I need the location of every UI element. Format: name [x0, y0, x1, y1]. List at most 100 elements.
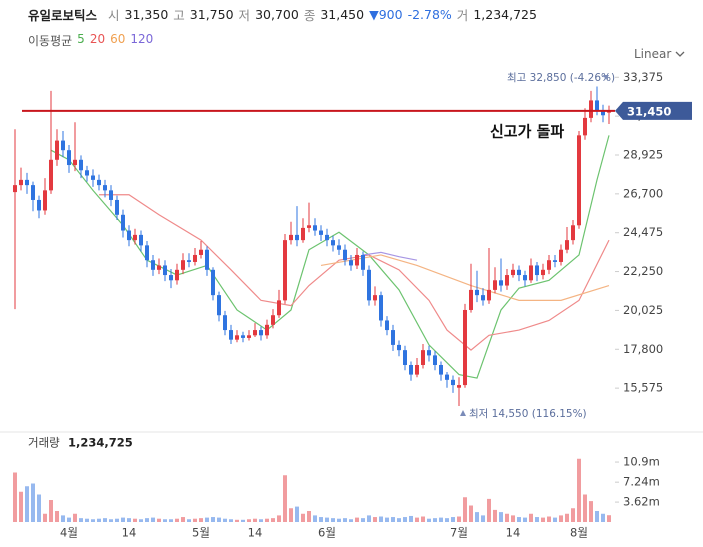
volume-bar: [445, 518, 449, 522]
annotation: 신고가 돌파: [490, 123, 564, 141]
candle-body: [307, 225, 311, 228]
candle-body: [373, 295, 377, 301]
x-tick-label: 4월: [60, 526, 78, 540]
volume-bar: [433, 518, 437, 522]
volume-bar: [37, 494, 41, 522]
low-label: 최저 14,550 (116.15%): [469, 408, 587, 420]
volume-bar: [319, 517, 323, 522]
candle-body: [253, 330, 257, 336]
volume-bar: [493, 509, 497, 522]
candle-body: [133, 234, 137, 241]
volume-bar: [487, 498, 491, 522]
volume-bar: [349, 519, 353, 522]
price-box-label: 31,450: [627, 104, 671, 118]
candle-body: [121, 214, 125, 231]
candle-body: [439, 364, 443, 375]
candle-body: [181, 260, 185, 270]
candle-body: [55, 140, 59, 160]
volume-bar: [19, 491, 23, 522]
candle-body: [403, 350, 407, 365]
quote-value: 31,350: [124, 7, 169, 22]
volume-bar: [229, 519, 233, 522]
quote-key: 종: [303, 8, 316, 23]
volume-bar: [565, 513, 569, 522]
candle-body: [73, 159, 77, 166]
volume-bar: [133, 518, 137, 522]
quote-value: 31,750: [189, 7, 234, 22]
high-marker: [603, 75, 609, 80]
price-box: [615, 101, 692, 120]
volume-bar: [217, 517, 221, 522]
volume-bar: [463, 497, 467, 522]
candle-body: [43, 190, 47, 211]
volume-bar: [205, 517, 209, 522]
candle-body: [49, 159, 53, 191]
candle-body: [127, 230, 131, 241]
candle-body: [313, 225, 317, 231]
candle-body: [451, 379, 455, 386]
candle-body: [223, 315, 227, 331]
candle-body: [277, 300, 281, 316]
candle-body: [151, 260, 155, 270]
scale-mode-label[interactable]: Linear: [634, 47, 672, 61]
x-tick-label: 14: [248, 526, 263, 540]
volume-bar: [529, 513, 533, 522]
volume-bar: [253, 518, 257, 522]
volume-bar: [265, 518, 269, 522]
candle-body: [505, 275, 509, 286]
y-tick-label: 22,250: [623, 264, 663, 278]
volume-bar: [91, 519, 95, 522]
x-tick-label: 8월: [570, 526, 588, 540]
y-tick-label: 26,700: [623, 186, 663, 200]
volume-bar: [541, 517, 545, 522]
change: ▼900: [369, 7, 403, 22]
quote-key: 시: [108, 8, 120, 23]
volume-bar: [325, 517, 329, 522]
volume-bar: [571, 508, 575, 522]
volume-bar: [121, 517, 125, 522]
ma-title: 이동평균: [28, 34, 73, 48]
candle-body: [115, 199, 119, 215]
y-tick-label: 24,475: [623, 225, 663, 239]
candle-body: [229, 330, 233, 340]
volume-bar: [379, 516, 383, 522]
volume-bar: [25, 486, 29, 522]
candle-body: [535, 265, 539, 276]
volume-bar: [499, 512, 503, 522]
volume-bar: [367, 515, 371, 522]
volume-bar: [301, 513, 305, 522]
candle-body: [169, 275, 173, 281]
x-tick-label: 6월: [318, 526, 336, 540]
candle-body: [385, 320, 389, 331]
volume-bar: [577, 458, 581, 522]
volume-bar: [331, 518, 335, 522]
volume-bar: [385, 517, 389, 522]
candle-body: [289, 234, 293, 241]
ma-legend-item: 60: [110, 32, 126, 46]
volume-bar: [43, 513, 47, 522]
volume-bar: [535, 517, 539, 522]
scale-mode[interactable]: Linear: [634, 47, 685, 61]
volume-bar: [271, 518, 275, 522]
volume-bar: [85, 518, 89, 522]
candle-body: [559, 249, 563, 262]
candle-body: [475, 289, 479, 296]
volume-bar: [481, 515, 485, 522]
volume-bar: [403, 517, 407, 522]
volume-bar: [361, 518, 365, 522]
candle-body: [157, 265, 161, 270]
candle-body: [67, 150, 71, 166]
volume-bar: [193, 518, 197, 522]
v-tick-label: 10.9m: [623, 455, 660, 469]
volume-bar: [295, 506, 299, 522]
low-marker: [460, 410, 466, 416]
candle-body: [97, 179, 101, 186]
candle-body: [379, 295, 383, 321]
volume-bar: [391, 517, 395, 522]
candle-body: [31, 185, 35, 200]
volume-bar: [397, 518, 401, 522]
candle-body: [265, 324, 269, 336]
volume-bar: [127, 518, 131, 522]
candle-body: [427, 350, 431, 356]
